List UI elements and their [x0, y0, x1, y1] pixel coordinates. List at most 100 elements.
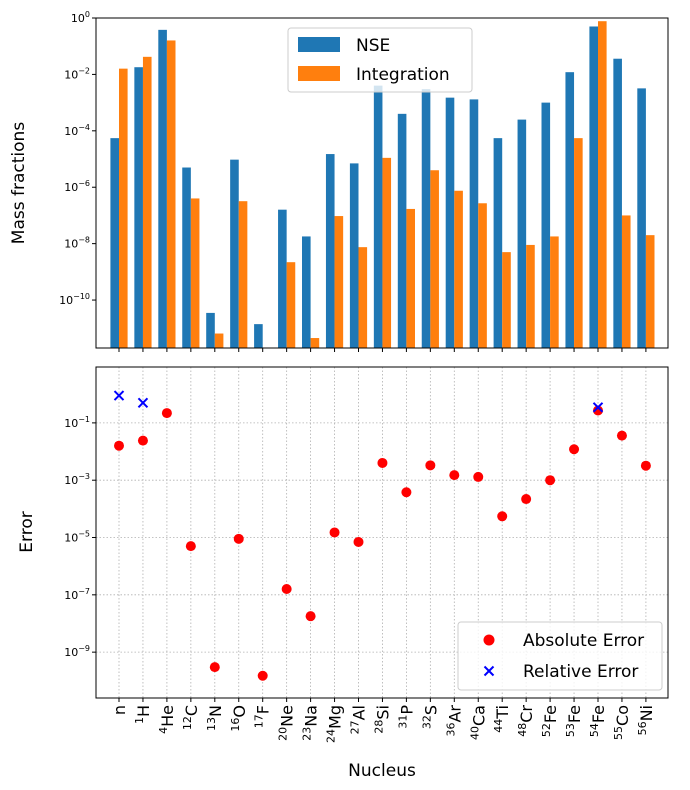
nucleus-mass-number: 1 — [133, 717, 146, 724]
integration-bar-13 — [430, 170, 439, 348]
absolute-error-point-6 — [257, 670, 268, 681]
absolute-error-point-10 — [353, 536, 364, 547]
integration-bar-20 — [598, 21, 607, 348]
nucleus-symbol: O — [230, 705, 249, 718]
top-y-axis-label: Mass fractions — [9, 122, 29, 245]
absolute-error-point-12 — [401, 487, 412, 498]
absolute-error-point-8 — [305, 611, 316, 622]
top-bars — [110, 21, 655, 349]
nse-bar-11 — [373, 85, 383, 348]
nucleus-label-22: 56Ni — [636, 705, 656, 735]
nucleus-label-11: 28Si — [372, 705, 392, 734]
top-x-ticks — [118, 348, 647, 352]
nucleus-mass-number: 56 — [636, 721, 649, 735]
nse-bar-19 — [565, 72, 575, 349]
nse-bar-7 — [278, 209, 287, 348]
nucleus-symbol: Fe — [589, 705, 608, 723]
nucleus-label-2: 4He — [157, 705, 177, 734]
nucleus-symbol: Ne — [278, 705, 297, 727]
integration-bar-17 — [526, 244, 535, 348]
nucleus-mass-number: 20 — [277, 727, 290, 741]
bottom-y-ticks: 10−1 10−3 10−5 10−7 10−9 — [64, 415, 96, 659]
nucleus-symbol: Fe — [565, 705, 584, 723]
absolute-error-point-16 — [497, 511, 508, 522]
absolute-error-point-9 — [329, 527, 340, 538]
integration-bar-14 — [454, 190, 463, 348]
integration-bar-8 — [310, 338, 320, 348]
nucleus-label-4: 13N — [205, 705, 225, 731]
nucleus-symbol: Cr — [517, 705, 536, 723]
absolute-error-point-21 — [616, 430, 627, 441]
nucleus-mass-number: 24 — [325, 729, 338, 743]
absolute-error-point-11 — [377, 457, 388, 468]
integration-bar-16 — [502, 252, 511, 348]
integration-bar-10 — [358, 247, 368, 348]
nucleus-label-13: 32S — [420, 705, 440, 729]
nucleus-symbol: S — [421, 705, 440, 715]
nucleus-label-14: 36Ar — [444, 705, 464, 737]
nse-bar-15 — [469, 99, 479, 349]
nucleus-mass-number: 12 — [181, 716, 194, 730]
absolute-error-point-0 — [114, 440, 124, 451]
nse-bar-6 — [254, 324, 263, 348]
nucleus-mass-number: 4 — [157, 727, 170, 734]
nucleus-symbol: Al — [350, 705, 369, 720]
absolute-error-point-22 — [640, 460, 651, 471]
integration-bar-5 — [238, 201, 248, 348]
nucleus-mass-number: 48 — [516, 723, 529, 737]
absolute-error-point-20 — [593, 405, 603, 416]
nse-bar-17 — [517, 119, 527, 348]
top-y-tick-label: 10−8 — [64, 236, 90, 251]
nucleus-label-10: 27Al — [349, 705, 369, 734]
nucleus-mass-number: 53 — [564, 723, 577, 737]
legend-relative-label: Relative Error — [523, 662, 638, 682]
nucleus-label-17: 48Cr — [516, 705, 536, 737]
integration-bar-18 — [550, 236, 559, 348]
integration-bar-11 — [382, 157, 392, 348]
nucleus-label-19: 53Fe — [564, 705, 584, 737]
nucleus-label-20: 54Fe — [588, 705, 608, 737]
nse-bar-2 — [158, 29, 167, 348]
bottom-y-tick-label: 10−3 — [64, 472, 90, 487]
top-y-tick-label: 10−6 — [64, 179, 90, 194]
nucleus-mass-number: 44 — [492, 719, 505, 733]
nucleus-symbol: P — [397, 705, 416, 715]
legend-nse-label: NSE — [356, 36, 390, 56]
nucleus-symbol: Ti — [493, 705, 512, 720]
nucleus-mass-number: 16 — [229, 718, 242, 732]
nucleus-label-15: 40Ca — [468, 705, 488, 740]
nse-bar-13 — [421, 89, 431, 348]
nucleus-mass-number: 36 — [444, 723, 457, 737]
integration-bar-7 — [286, 262, 296, 348]
nucleus-label-8: 23Na — [301, 705, 321, 741]
top-y-tick-label: 10−10 — [59, 292, 90, 307]
integration-bar-9 — [334, 216, 344, 348]
integration-bar-19 — [574, 138, 583, 348]
legend-absolute-label: Absolute Error — [523, 631, 644, 651]
absolute-error-point-5 — [233, 533, 244, 544]
nse-bar-8 — [302, 236, 311, 348]
integration-bar-12 — [406, 208, 415, 348]
nucleus-symbol: Na — [302, 705, 321, 727]
absolute-error-point-13 — [425, 460, 436, 471]
nucleus-symbol: Ni — [637, 705, 656, 721]
absolute-error-point-3 — [185, 541, 196, 552]
nse-bar-9 — [325, 154, 335, 348]
nucleus-mass-number: 54 — [588, 723, 601, 737]
bottom-y-tick-label: 10−5 — [64, 530, 90, 545]
nucleus-mass-number: 17 — [253, 714, 266, 728]
nse-bar-21 — [613, 58, 622, 348]
nse-bar-0 — [110, 138, 119, 348]
absolute-error-point-4 — [209, 662, 220, 673]
integration-bar-0 — [119, 68, 128, 349]
nucleus-label-5: 16O — [229, 705, 249, 732]
nucleus-symbol: n — [110, 705, 129, 715]
nse-bar-12 — [397, 113, 407, 348]
nse-bar-16 — [493, 138, 503, 348]
bottom-y-axis-label: Error — [17, 511, 37, 552]
nucleus-symbol: Ar — [445, 705, 464, 723]
nse-bar-5 — [230, 159, 239, 348]
x-axis-label: Nucleus — [348, 761, 416, 781]
top-y-tick-label: 10−4 — [64, 123, 90, 138]
